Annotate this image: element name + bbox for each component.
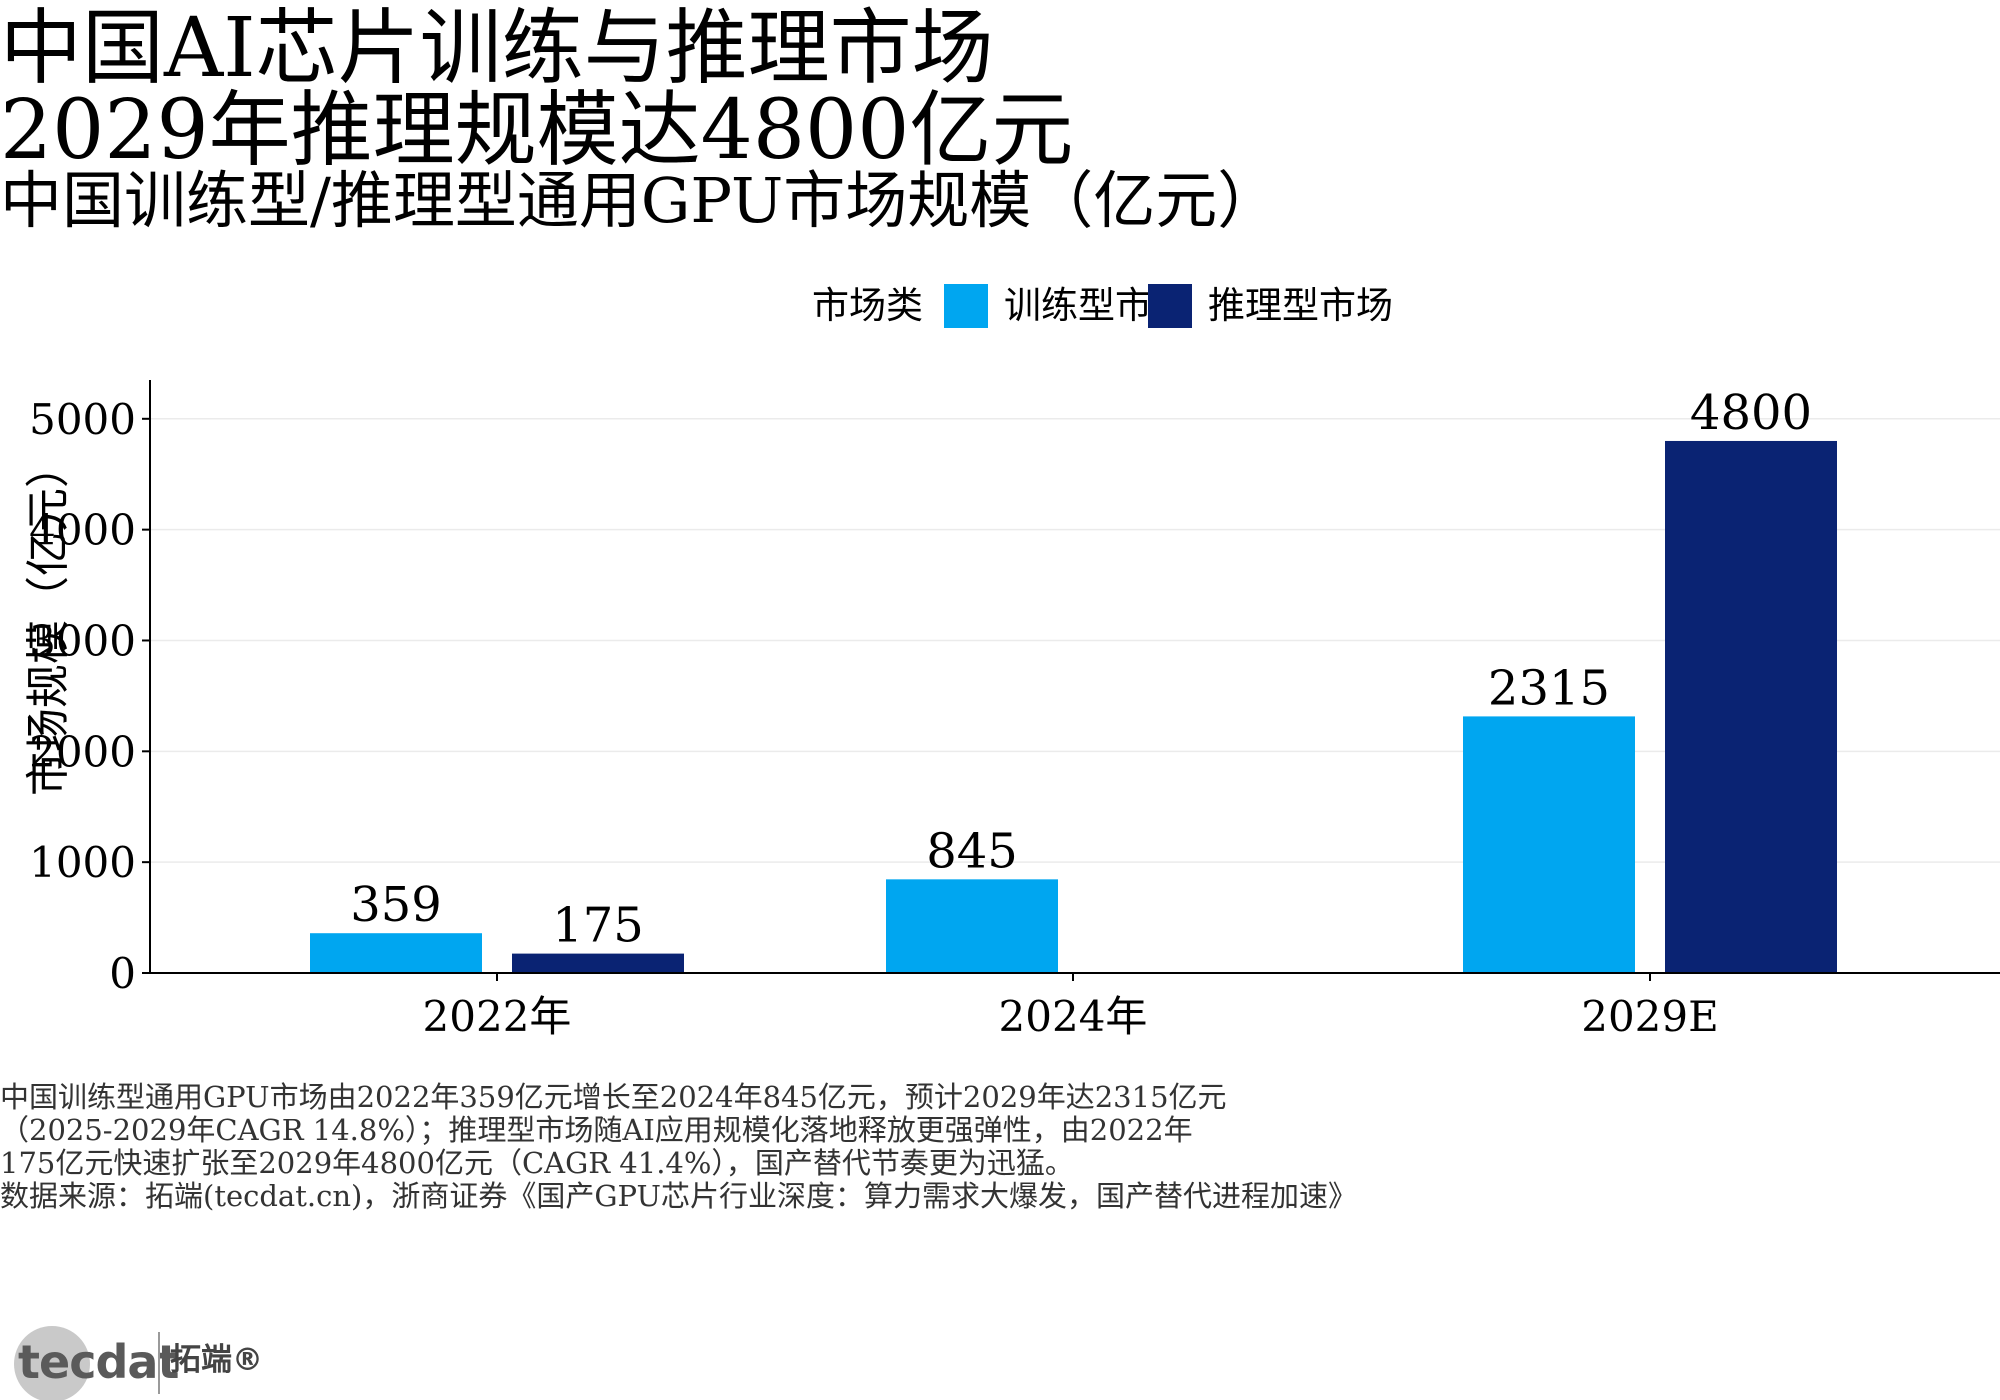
bar-value-label: 4800 — [1690, 385, 1812, 441]
brand-logo: tecdat 拓端® — [14, 1320, 274, 1400]
data-labels: 359 175 845 2315 4800 — [350, 385, 1812, 954]
bar-value-label: 845 — [926, 823, 1018, 879]
axes: 0 1000 2000 3000 4000 5000 2022年 2024年 2029E — [29, 380, 2000, 1040]
description-line: 175亿元快速扩张至2029年4800亿元（CAGR 41.4%），国产替代节奏… — [0, 1146, 1074, 1180]
legend-swatch-inference — [1148, 284, 1192, 328]
y-tick-label: 3000 — [29, 616, 136, 665]
logo-divider — [158, 1332, 160, 1394]
legend-label-inference: 推理型市场 — [1208, 284, 1393, 327]
y-tick-label: 4000 — [29, 506, 136, 555]
y-tick-label: 0 — [109, 949, 136, 998]
bar-inference — [1665, 440, 1837, 973]
logo-circle — [14, 1326, 90, 1400]
description-line: 中国训练型通用GPU市场由2022年359亿元增长至2024年845亿元，预计2… — [0, 1080, 1227, 1114]
bar-value-label: 2315 — [1488, 660, 1610, 716]
logo-chinese-name: 拓端® — [170, 1342, 263, 1378]
bar-training — [310, 933, 482, 973]
bar-chart: 0 1000 2000 3000 4000 5000 2022年 2024年 2029E 359… — [23, 380, 2000, 1040]
y-axis-title: 市场规模（亿元） — [23, 444, 74, 796]
chart-subtitle: 中国训练型/推理型通用GPU市场规模（亿元） — [0, 164, 1280, 237]
y-tick-label: 1000 — [29, 838, 136, 887]
chart-title-line-2: 2029年推理规模达4800亿元 — [0, 83, 1074, 178]
bars — [310, 440, 1837, 973]
legend: 市场类 训练型市场 推理型市场 — [812, 284, 1412, 330]
chart-title: 中国AI芯片训练与推理市场 — [0, 1, 994, 96]
bar-training — [1463, 716, 1635, 973]
bar-inference — [512, 953, 684, 973]
bar-value-label: 359 — [350, 877, 442, 933]
source-line: 数据来源：拓端(tecdat.cn)，浙商证券《国产GPU芯片行业深度：算力需求… — [0, 1179, 1357, 1213]
x-tick-label: 2024年 — [999, 992, 1148, 1040]
x-tick-label: 2022年 — [423, 992, 572, 1040]
bar-training — [886, 879, 1058, 973]
y-tick-label: 5000 — [29, 395, 136, 444]
description-line: （2025-2029年CAGR 14.8%）；推理型市场随AI应用规模化落地释放… — [0, 1113, 1193, 1147]
logo-wordmark: tecdat — [18, 1335, 179, 1389]
y-tick-label: 2000 — [29, 727, 136, 776]
x-tick-label: 2029E — [1581, 992, 1719, 1040]
legend-swatch-training — [944, 284, 988, 328]
chart-description: 中国训练型通用GPU市场由2022年359亿元增长至2024年845亿元，预计2… — [0, 1081, 1980, 1213]
legend-title: 市场类 — [812, 284, 923, 327]
bar-value-label: 175 — [552, 898, 644, 954]
